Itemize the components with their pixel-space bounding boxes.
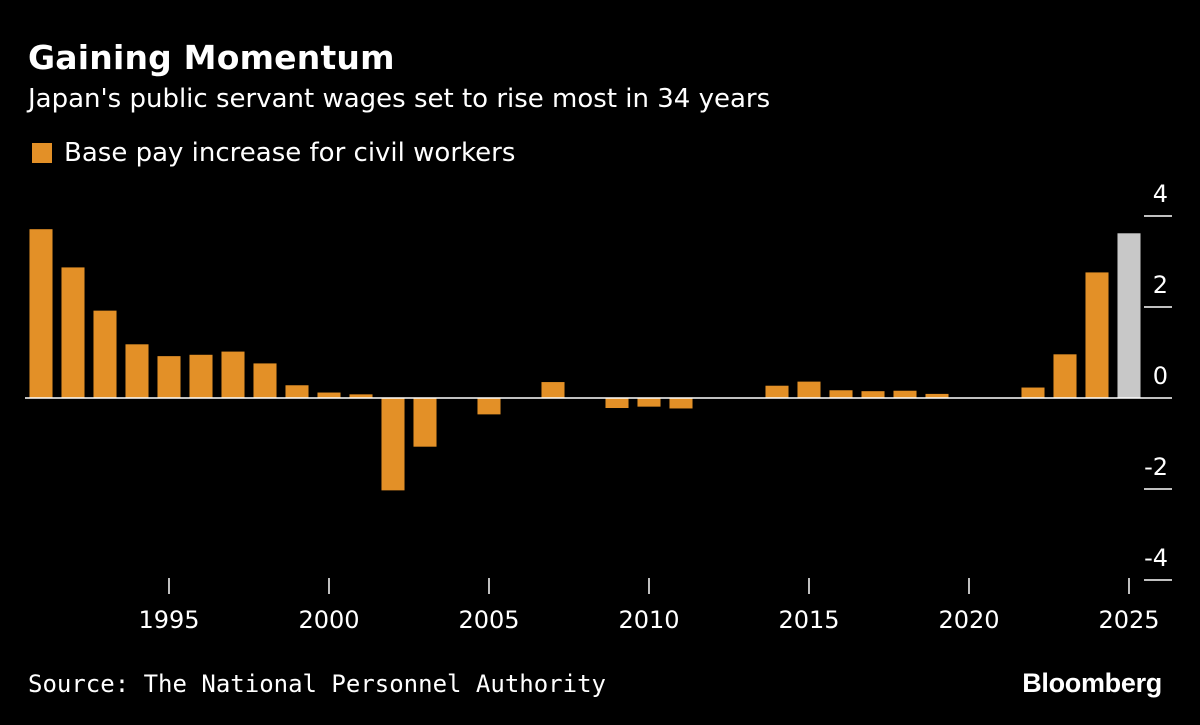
bar-1992 — [61, 267, 85, 398]
bar-1998 — [253, 363, 277, 398]
legend-label: Base pay increase for civil workers — [64, 138, 516, 168]
bar-2016 — [829, 390, 853, 398]
bar-2001 — [349, 394, 373, 398]
bar-2019 — [925, 393, 949, 398]
bar-1996 — [189, 354, 213, 398]
y-tick-label: -2 — [1144, 453, 1168, 481]
chart-title: Gaining Momentum — [28, 38, 395, 77]
bar-1994 — [125, 344, 149, 398]
legend-swatch — [32, 143, 52, 163]
bar-2018 — [893, 390, 917, 398]
bar-1997 — [221, 351, 245, 398]
bar-2010 — [637, 398, 661, 407]
x-tick-label: 1995 — [138, 606, 199, 634]
bar-2023 — [1053, 354, 1077, 398]
bar-2014 — [765, 385, 789, 398]
bar-2024 — [1085, 272, 1109, 398]
bar-1999 — [285, 385, 309, 398]
x-tick-label: 2020 — [938, 606, 999, 634]
y-tick-label: 2 — [1153, 271, 1168, 299]
y-tick-label: 0 — [1153, 362, 1168, 390]
bar-1995 — [157, 356, 181, 398]
x-tick-label: 2005 — [458, 606, 519, 634]
x-tick-label: 2000 — [298, 606, 359, 634]
y-tick-label: 4 — [1153, 180, 1168, 208]
x-tick-label: 2010 — [618, 606, 679, 634]
legend: Base pay increase for civil workers — [28, 138, 515, 168]
x-tick-label: 2015 — [778, 606, 839, 634]
bar-2015 — [797, 381, 821, 398]
bar-2002 — [381, 398, 405, 491]
x-tick-label: 2025 — [1098, 606, 1159, 634]
bar-2011 — [669, 398, 693, 409]
chart-subtitle: Japan's public servant wages set to rise… — [28, 84, 771, 114]
bar-2022 — [1021, 387, 1045, 398]
y-tick-label: -4 — [1144, 544, 1168, 572]
bar-2007 — [541, 382, 565, 398]
bar-2025 — [1117, 233, 1141, 398]
bar-2005 — [477, 398, 501, 415]
source-note: Source: The National Personnel Authority — [28, 670, 606, 698]
bloomberg-logo: Bloomberg — [1022, 668, 1162, 698]
bar-2000 — [317, 392, 341, 398]
bar-2003 — [413, 398, 437, 447]
bar-2017 — [861, 391, 885, 398]
bar-1993 — [93, 310, 117, 398]
bar-2009 — [605, 398, 629, 409]
bar-1991 — [29, 229, 53, 398]
